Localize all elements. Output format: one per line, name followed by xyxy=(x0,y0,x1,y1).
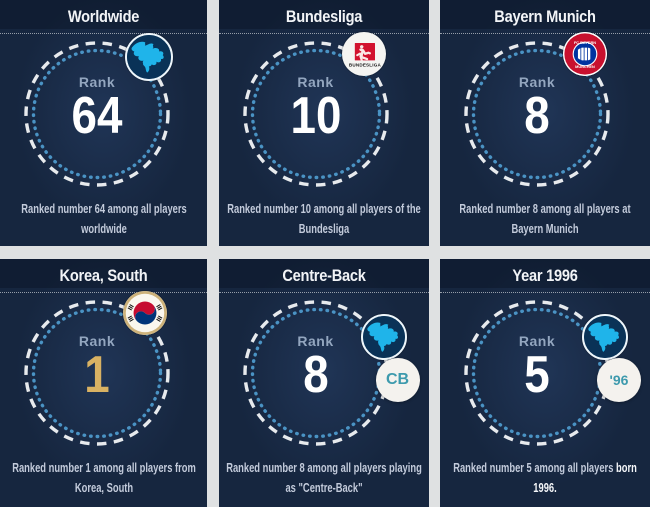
svg-text:FC BAYERN: FC BAYERN xyxy=(574,41,596,45)
svg-text:MÜNCHEN: MÜNCHEN xyxy=(575,64,595,69)
svg-text:BUNDESLIGA: BUNDESLIGA xyxy=(348,62,381,67)
